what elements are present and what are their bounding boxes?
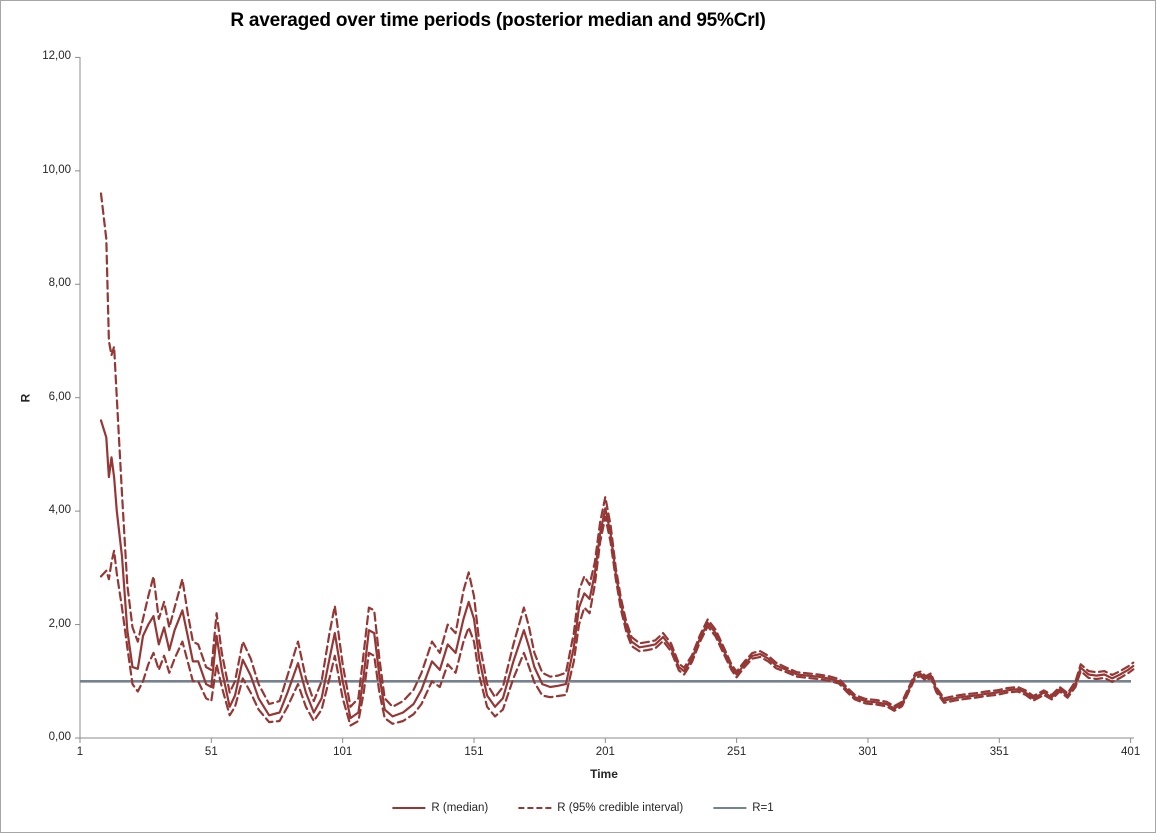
- x-tick-label: 151: [464, 746, 484, 758]
- legend-label-r-equals-1: R=1: [752, 802, 774, 814]
- median-line-swatch-icon: [392, 807, 426, 809]
- x-tick-label: 351: [989, 746, 1009, 758]
- r-equals-1-line-swatch-icon: [713, 807, 747, 809]
- x-tick-label: 101: [333, 746, 353, 758]
- y-tick-label: 8,00: [48, 277, 71, 290]
- legend-item-credible-interval: R (95% credible interval): [518, 802, 683, 814]
- x-tick-label: 51: [204, 746, 218, 758]
- y-tick-label: 10,00: [42, 163, 71, 176]
- upper-credible-interval-line: [99, 192, 1135, 708]
- x-tick-label: 1: [76, 746, 84, 758]
- median-line: [99, 419, 1135, 720]
- y-tick-label: 4,00: [48, 504, 71, 517]
- x-tick-label: 401: [1121, 746, 1141, 758]
- x-tick-label: 251: [727, 746, 747, 758]
- x-axis-title: Time: [590, 767, 618, 781]
- y-tick-label: 12,00: [42, 50, 71, 63]
- legend-item-r-equals-1: R=1: [713, 802, 774, 814]
- credible-interval-line-swatch-icon: [518, 807, 552, 809]
- y-tick-label: 6,00: [48, 390, 71, 403]
- y-tick-label: 2,00: [48, 617, 71, 630]
- x-tick-label: 301: [858, 746, 878, 758]
- chart-title: R averaged over time periods (posterior …: [230, 10, 766, 31]
- y-tick-label: 0,00: [48, 731, 71, 743]
- legend: R (median) R (95% credible interval) R=1: [392, 802, 774, 814]
- x-tick-label: 201: [595, 746, 615, 758]
- legend-item-median: R (median): [392, 802, 488, 814]
- legend-label-median: R (median): [431, 802, 489, 814]
- legend-label-credible-interval: R (95% credible interval): [557, 802, 684, 814]
